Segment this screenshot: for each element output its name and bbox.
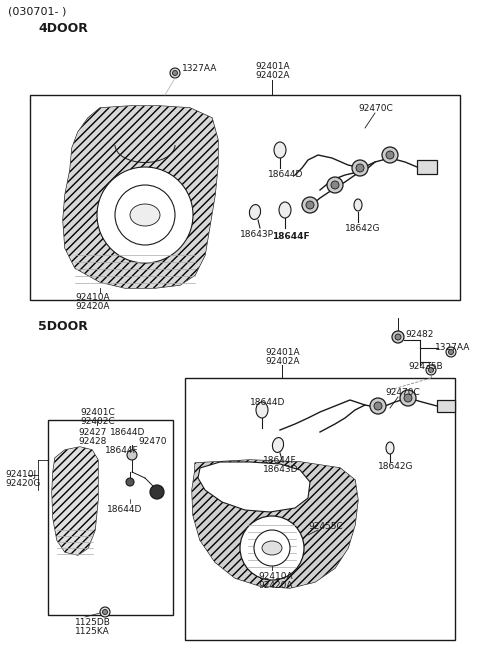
Text: 1125DB: 1125DB bbox=[75, 618, 111, 627]
Text: 1327AA: 1327AA bbox=[435, 343, 470, 352]
Circle shape bbox=[392, 331, 404, 343]
Circle shape bbox=[306, 201, 314, 209]
Text: 18643P: 18643P bbox=[240, 230, 274, 239]
Circle shape bbox=[448, 350, 454, 355]
Circle shape bbox=[240, 516, 304, 580]
Circle shape bbox=[127, 450, 137, 460]
Ellipse shape bbox=[250, 204, 261, 219]
Ellipse shape bbox=[262, 541, 282, 555]
Circle shape bbox=[327, 177, 343, 193]
Polygon shape bbox=[63, 106, 218, 288]
Text: 1125KA: 1125KA bbox=[75, 627, 110, 636]
Text: 92420A: 92420A bbox=[75, 302, 109, 311]
Text: 92470C: 92470C bbox=[385, 388, 420, 397]
Text: 92401A: 92401A bbox=[255, 62, 289, 71]
Circle shape bbox=[170, 68, 180, 78]
Circle shape bbox=[103, 610, 108, 614]
Text: 92402C: 92402C bbox=[80, 417, 115, 426]
Circle shape bbox=[446, 347, 456, 357]
Text: (030701- ): (030701- ) bbox=[8, 6, 66, 16]
Bar bbox=[185, 378, 455, 640]
Text: 92470C: 92470C bbox=[358, 104, 393, 113]
Text: 92420A: 92420A bbox=[258, 581, 292, 590]
Text: 92482: 92482 bbox=[405, 330, 433, 339]
Text: 92410A: 92410A bbox=[258, 572, 293, 581]
Text: 18644D: 18644D bbox=[110, 428, 145, 437]
Text: 18644F: 18644F bbox=[272, 232, 310, 241]
Text: 92401C: 92401C bbox=[80, 408, 115, 417]
Ellipse shape bbox=[273, 438, 284, 453]
Circle shape bbox=[382, 147, 398, 163]
Text: 18642G: 18642G bbox=[378, 462, 413, 471]
Text: 92410A: 92410A bbox=[75, 293, 109, 302]
Text: 92401A: 92401A bbox=[265, 348, 300, 357]
Polygon shape bbox=[52, 447, 98, 555]
Circle shape bbox=[395, 334, 401, 340]
Text: 4DOOR: 4DOOR bbox=[38, 22, 88, 35]
Text: 92428: 92428 bbox=[78, 437, 107, 446]
Text: 18644D: 18644D bbox=[268, 170, 303, 179]
Circle shape bbox=[302, 197, 318, 213]
Text: 92410J: 92410J bbox=[5, 470, 36, 479]
Circle shape bbox=[404, 394, 412, 402]
Polygon shape bbox=[52, 447, 98, 555]
Circle shape bbox=[172, 70, 178, 76]
Circle shape bbox=[100, 607, 110, 617]
Circle shape bbox=[374, 402, 382, 410]
Circle shape bbox=[386, 151, 394, 159]
Circle shape bbox=[115, 185, 175, 245]
Circle shape bbox=[150, 485, 164, 499]
Text: 92402A: 92402A bbox=[265, 357, 300, 366]
Ellipse shape bbox=[279, 202, 291, 218]
Text: 18644F: 18644F bbox=[105, 446, 139, 455]
Polygon shape bbox=[198, 462, 310, 512]
Circle shape bbox=[400, 390, 416, 406]
Text: 18643D: 18643D bbox=[263, 465, 299, 474]
Text: 92427: 92427 bbox=[78, 428, 107, 437]
Bar bbox=[30, 95, 460, 300]
Circle shape bbox=[429, 367, 433, 373]
Text: 92470: 92470 bbox=[138, 437, 167, 446]
Text: 92455C: 92455C bbox=[308, 522, 343, 531]
Text: 92402A: 92402A bbox=[255, 71, 289, 80]
Ellipse shape bbox=[130, 204, 160, 226]
Circle shape bbox=[254, 530, 290, 566]
Circle shape bbox=[126, 478, 134, 486]
Bar bbox=[417, 160, 437, 174]
Circle shape bbox=[356, 164, 364, 172]
Polygon shape bbox=[192, 460, 358, 588]
Circle shape bbox=[97, 167, 193, 263]
Circle shape bbox=[331, 181, 339, 189]
Ellipse shape bbox=[386, 442, 394, 454]
Text: 18644D: 18644D bbox=[250, 398, 286, 407]
Text: 5DOOR: 5DOOR bbox=[38, 320, 88, 333]
Ellipse shape bbox=[274, 142, 286, 158]
Text: 92435B: 92435B bbox=[408, 362, 443, 371]
Bar bbox=[437, 400, 455, 412]
Text: 18644D: 18644D bbox=[107, 505, 143, 514]
Circle shape bbox=[352, 160, 368, 176]
Text: 92420G: 92420G bbox=[5, 479, 40, 488]
Text: 18642G: 18642G bbox=[345, 224, 381, 233]
Text: 1327AA: 1327AA bbox=[182, 64, 217, 73]
Text: 18644F: 18644F bbox=[263, 456, 297, 465]
Ellipse shape bbox=[354, 199, 362, 211]
Bar bbox=[48, 420, 173, 615]
Circle shape bbox=[370, 398, 386, 414]
Polygon shape bbox=[192, 460, 358, 588]
Polygon shape bbox=[63, 106, 218, 288]
Ellipse shape bbox=[256, 402, 268, 418]
Circle shape bbox=[426, 365, 436, 375]
